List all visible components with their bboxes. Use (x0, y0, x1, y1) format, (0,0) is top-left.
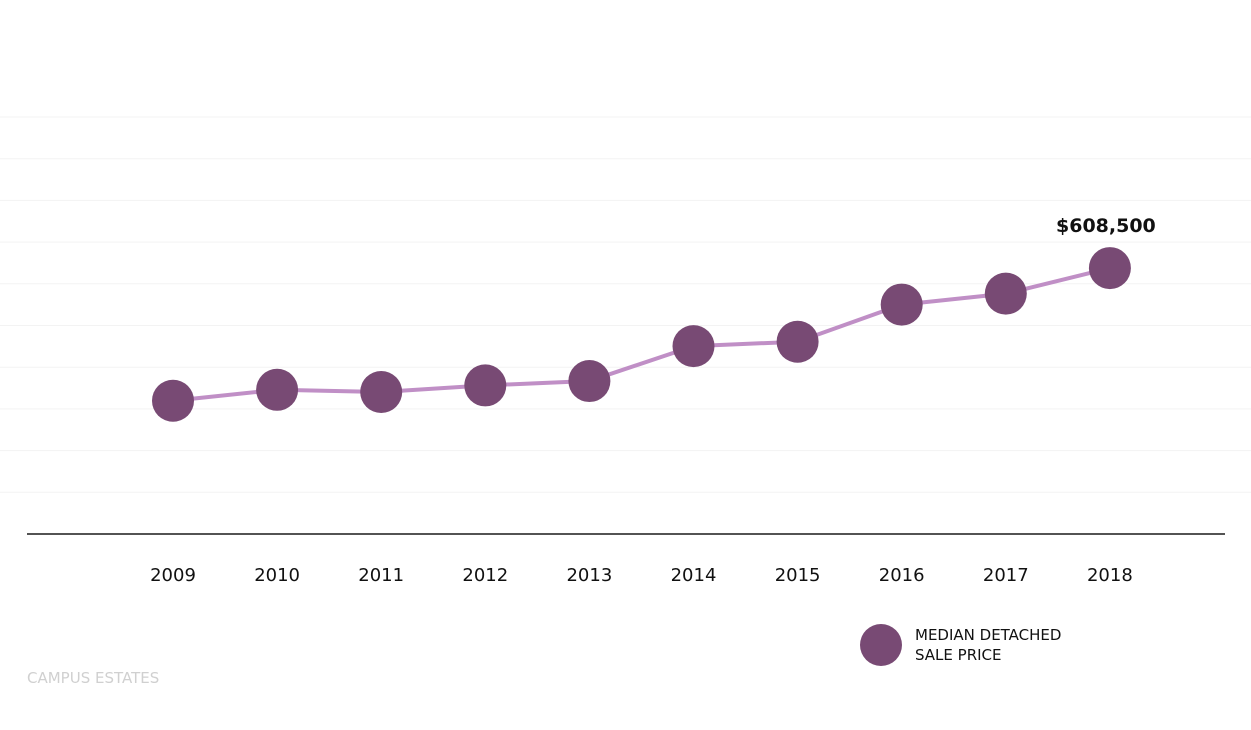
x-tick-label: 2011 (358, 565, 404, 586)
x-tick-label: 2010 (254, 565, 300, 586)
series (152, 247, 1131, 422)
data-point-2014 (672, 325, 715, 368)
data-point-2016 (880, 283, 923, 326)
legend-label-line-1: MEDIAN DETACHED (915, 626, 1062, 644)
x-tick-label: 2016 (879, 565, 925, 586)
data-point-2011 (360, 370, 403, 413)
data-point-2015 (776, 320, 819, 363)
legend: MEDIAN DETACHED SALE PRICE (860, 624, 1090, 666)
x-tick-label: 2015 (775, 565, 821, 586)
data-point-2012 (464, 364, 507, 407)
x-tick-label: 2012 (462, 565, 508, 586)
x-tick-label: 2009 (150, 565, 196, 586)
x-tick-label: 2014 (671, 565, 717, 586)
gridlines (0, 116, 1251, 493)
data-label: $608,500 (1056, 215, 1156, 237)
data-point-2013 (568, 360, 611, 403)
legend-marker (860, 624, 902, 666)
x-tick-label: 2018 (1087, 565, 1133, 586)
legend-label-line-2: SALE PRICE (915, 646, 1002, 664)
series-line (171, 266, 1112, 403)
data-point-2017 (984, 272, 1027, 315)
data-point-2018 (1088, 247, 1131, 290)
x-tick-labels: 2009 2010 2011 2012 2013 2014 2015 2016 2017 2018 (150, 565, 1133, 586)
x-tick-label: 2017 (983, 565, 1029, 586)
legend-label: MEDIAN DETACHED SALE PRICE (915, 625, 1090, 665)
x-tick-label: 2013 (566, 565, 612, 586)
data-point-2009 (152, 379, 194, 422)
data-point-2010 (256, 368, 299, 411)
brand-watermark: CAMPUS ESTATES (27, 669, 160, 687)
